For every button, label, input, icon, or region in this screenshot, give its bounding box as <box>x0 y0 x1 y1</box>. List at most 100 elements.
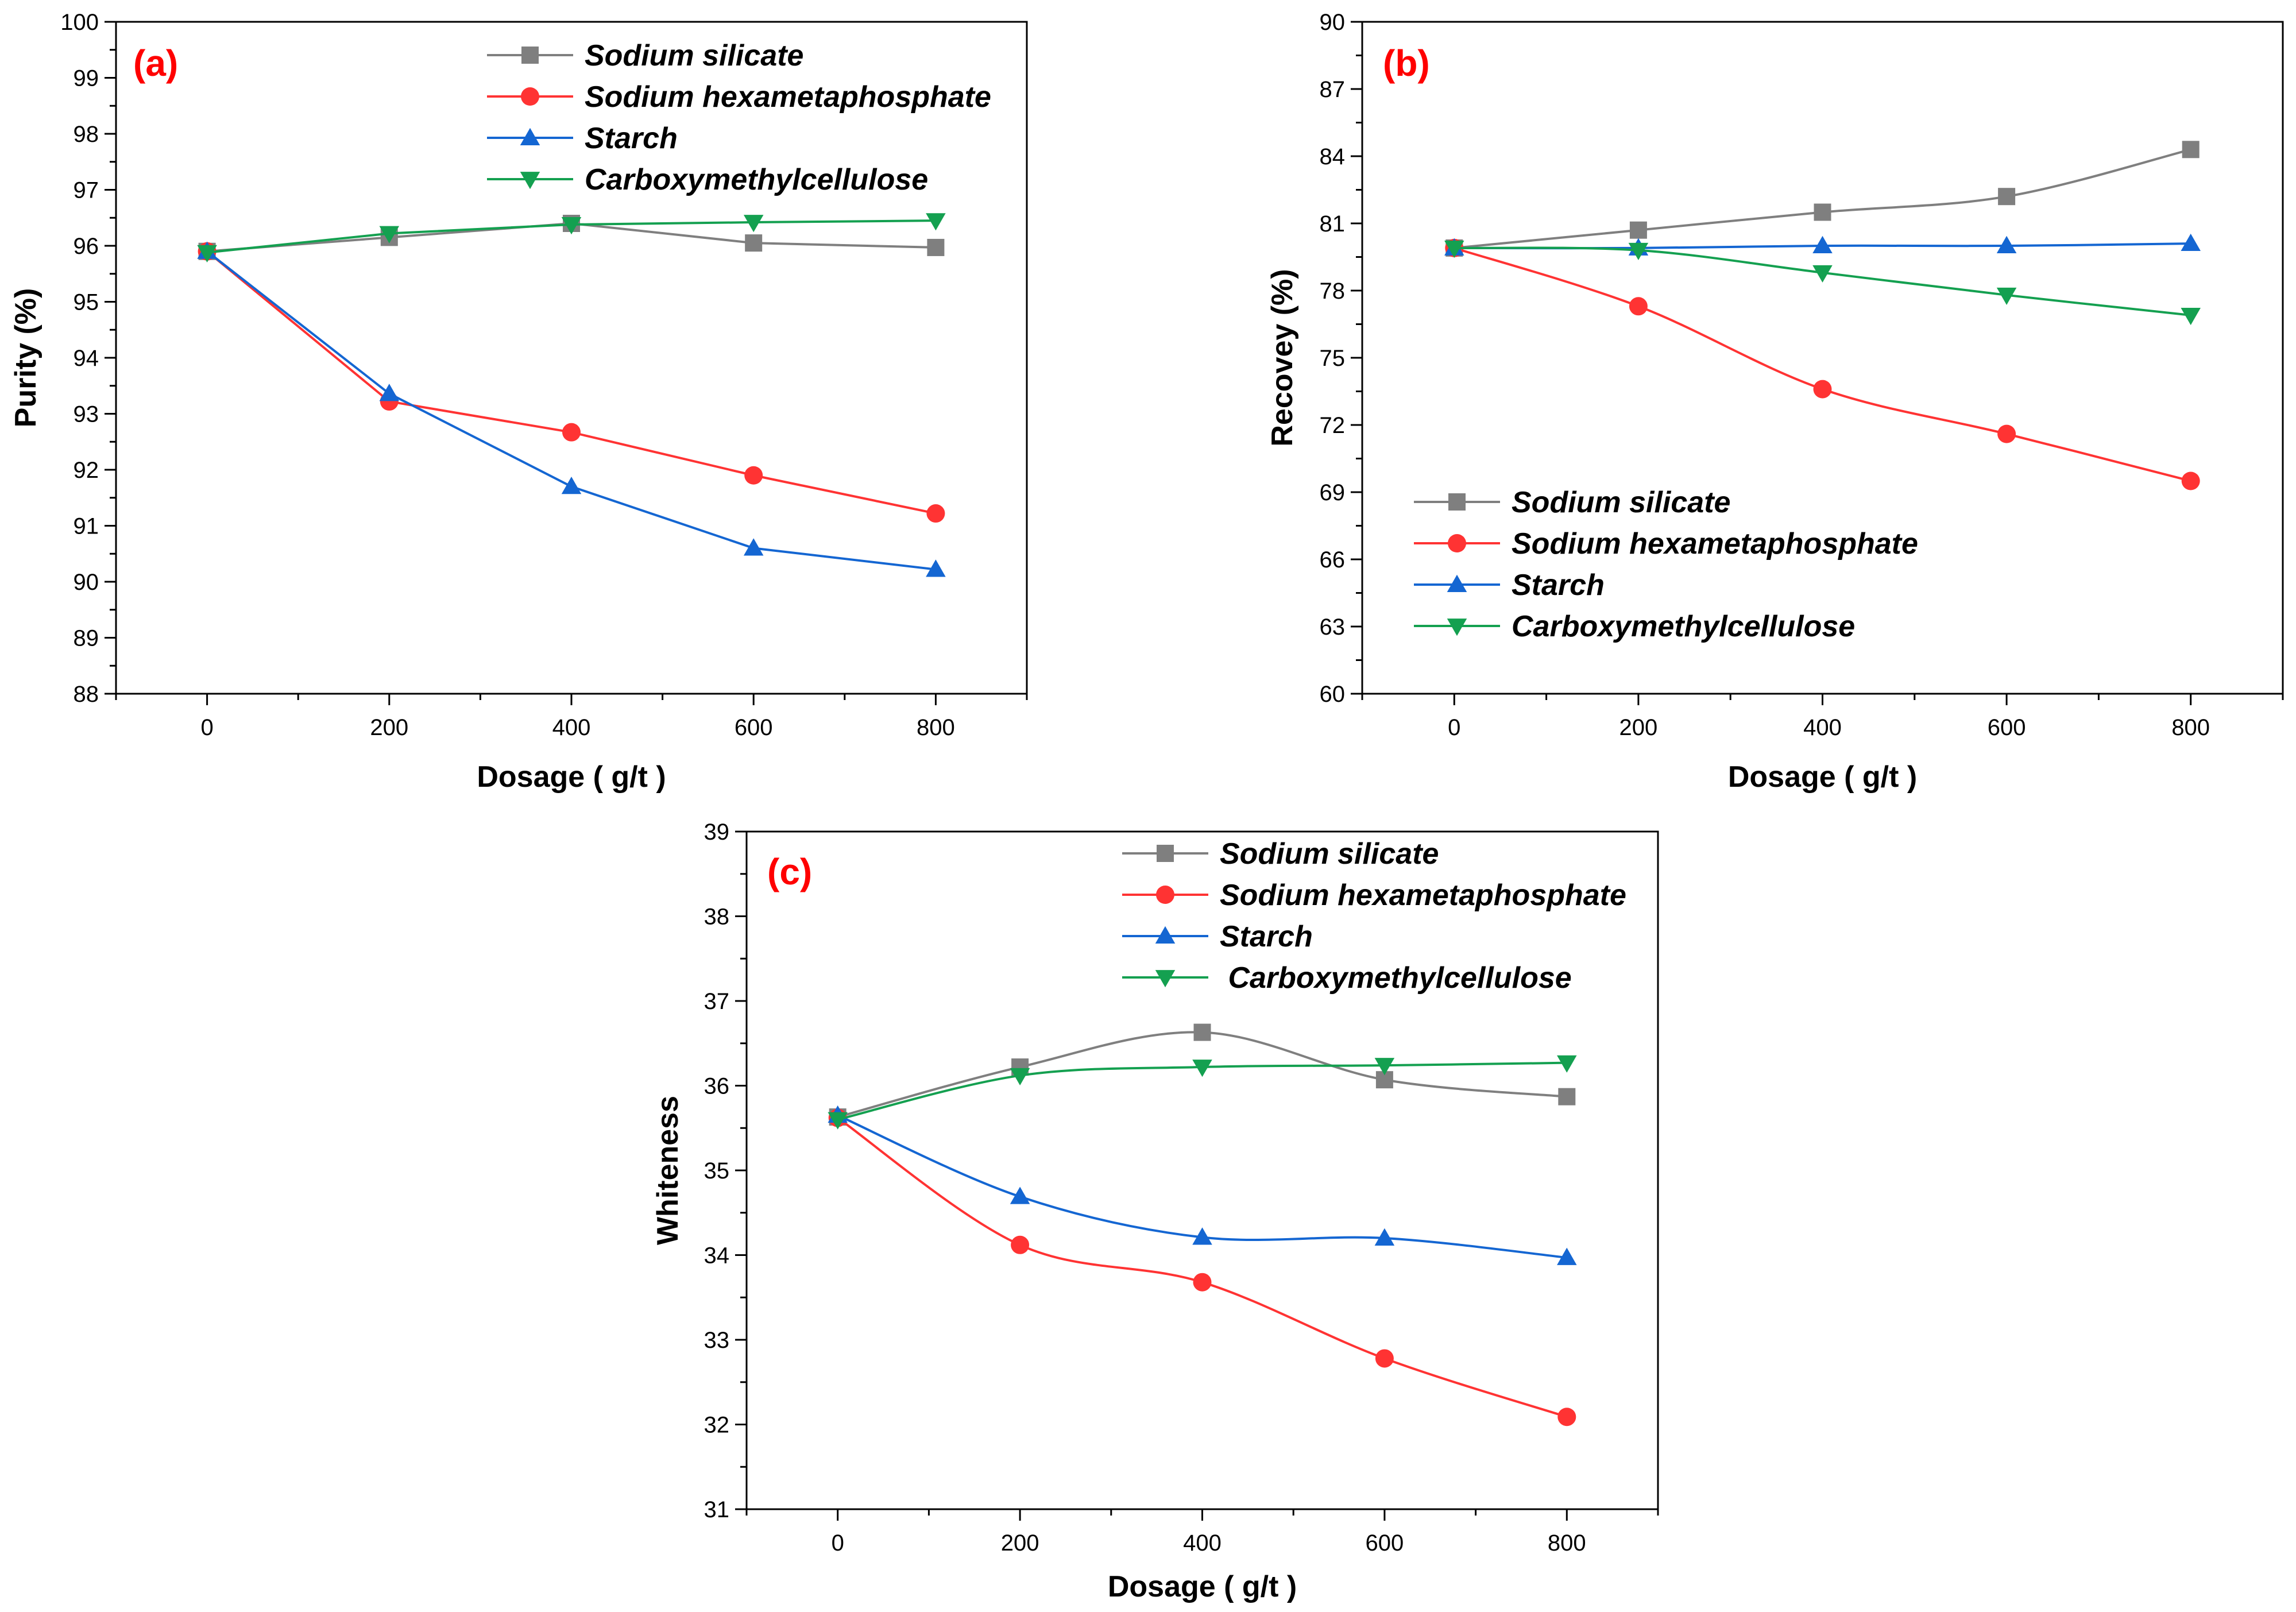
legend-label: Sodium hexametaphosphate <box>1220 879 1626 912</box>
legend-label: Sodium silicate <box>585 39 803 72</box>
y-tick-label: 34 <box>704 1243 730 1269</box>
legend-marker <box>1447 574 1467 592</box>
y-tick-label: 69 <box>1320 480 1346 505</box>
y-tick-label: 95 <box>74 290 99 315</box>
x-tick-label: 600 <box>735 715 773 740</box>
data-point <box>1375 1349 1394 1368</box>
data-point <box>1996 287 2017 306</box>
data-point <box>1813 380 1832 399</box>
legend-entry: Starch <box>487 122 678 155</box>
data-point <box>1193 1023 1211 1041</box>
data-point <box>1558 1088 1576 1105</box>
y-tick-label: 38 <box>704 904 730 930</box>
legend-entry: Sodium hexametaphosphate <box>1122 879 1626 912</box>
legend-label: Sodium hexametaphosphate <box>585 80 991 114</box>
data-point <box>1193 1273 1212 1292</box>
data-point <box>744 466 763 485</box>
data-point <box>745 234 763 252</box>
y-tick-label: 93 <box>74 402 99 427</box>
data-point <box>1192 1060 1212 1077</box>
legend-marker <box>1448 534 1466 552</box>
data-point <box>1374 1058 1395 1076</box>
data-point <box>561 477 582 494</box>
legend-entry: Carboxymethylcellulose <box>487 163 928 196</box>
data-point <box>1812 235 1833 253</box>
y-tick-label: 39 <box>704 819 730 845</box>
data-point <box>743 538 764 556</box>
legend-label: Carboxymethylcellulose <box>1512 610 1855 643</box>
data-point <box>2181 307 2201 326</box>
data-point <box>379 384 400 401</box>
legend-marker <box>1156 886 1174 904</box>
legend-entry: Sodium silicate <box>1122 837 1439 871</box>
x-tick-label: 0 <box>1448 715 1460 740</box>
x-tick-label: 200 <box>1619 715 1658 740</box>
legend-marker <box>1448 493 1466 511</box>
y-tick-label: 37 <box>704 989 730 1014</box>
data-point <box>1812 265 1833 283</box>
series-line <box>206 250 936 515</box>
data-point <box>1010 1068 1030 1086</box>
y-tick-label: 91 <box>74 514 99 539</box>
x-tick-label: 400 <box>552 715 591 740</box>
y-tick-label: 84 <box>1320 144 1346 169</box>
y-tick-label: 96 <box>74 234 99 259</box>
x-tick-label: 200 <box>1001 1530 1039 1556</box>
data-point <box>1010 1186 1030 1204</box>
y-axis-title: Recovey (%) <box>1266 269 1299 446</box>
legend-label: Carboxymethylcellulose <box>1220 961 1572 995</box>
data-point <box>743 215 764 233</box>
legend-marker <box>1447 618 1467 636</box>
series-2 <box>828 1108 1576 1427</box>
y-tick-label: 60 <box>1320 682 1346 707</box>
legend-label: Sodium silicate <box>1220 837 1439 871</box>
data-point <box>1444 240 1464 258</box>
legend-marker <box>520 127 540 145</box>
legend-marker <box>521 87 539 106</box>
data-point <box>926 504 945 523</box>
y-tick-label: 31 <box>704 1497 730 1522</box>
chart-panel-2: 60 63 66 69 72 75 78 81 84 87 90 0 200 400 600 800 Dosag… <box>1266 10 2284 794</box>
x-tick-label: 600 <box>1366 1530 1404 1556</box>
data-point <box>1374 1228 1395 1246</box>
plot-frame <box>115 21 1028 695</box>
legend-entry: Sodium silicate <box>1414 486 1730 519</box>
legend-marker <box>1155 926 1176 944</box>
data-point <box>379 226 400 243</box>
x-tick-label: 800 <box>917 715 955 740</box>
legend: Sodium silicate Sodium hexametaphosphate S… <box>1414 486 1918 643</box>
y-tick-label: 87 <box>1320 77 1346 102</box>
chart-panel-1: 88 89 90 91 92 93 94 95 96 97 98 99 100 0 200 400 600 800… <box>9 10 1028 794</box>
data-point <box>926 213 946 231</box>
data-point <box>1629 297 1648 316</box>
data-point <box>561 217 582 235</box>
series-line <box>837 1116 1567 1418</box>
legend-marker <box>520 172 540 190</box>
legend-label: Sodium silicate <box>1512 486 1730 519</box>
data-point <box>1011 1235 1030 1254</box>
series-2 <box>198 242 945 523</box>
legend-marker <box>1157 845 1174 862</box>
y-tick-label: 63 <box>1320 614 1346 640</box>
legend-entry: Starch <box>1414 569 1605 602</box>
y-tick-label: 72 <box>1320 413 1346 438</box>
legend-label: Carboxymethylcellulose <box>585 163 928 196</box>
legend: Sodium silicate Sodium hexametaphosphate S… <box>487 39 991 196</box>
y-tick-label: 33 <box>704 1328 730 1353</box>
series-line <box>1454 246 2191 482</box>
data-point <box>1996 235 2017 253</box>
y-tick-label: 66 <box>1320 547 1346 573</box>
legend-entry: Sodium hexametaphosphate <box>1414 527 1918 560</box>
y-tick-label: 75 <box>1320 346 1346 371</box>
data-point <box>926 559 946 577</box>
chart-panel-3: 31 32 33 34 35 36 37 38 39 0 200 400 600 800 Dosage ( … <box>651 819 1659 1603</box>
legend-entry: Starch <box>1122 920 1313 953</box>
y-tick-label: 90 <box>74 570 99 595</box>
plot-frame <box>1361 21 2284 695</box>
data-point <box>2181 233 2201 252</box>
y-axis-title: Purity (%) <box>9 288 42 428</box>
data-point <box>1557 1408 1576 1427</box>
legend-marker <box>521 47 539 64</box>
panel-label: (a) <box>133 42 178 84</box>
